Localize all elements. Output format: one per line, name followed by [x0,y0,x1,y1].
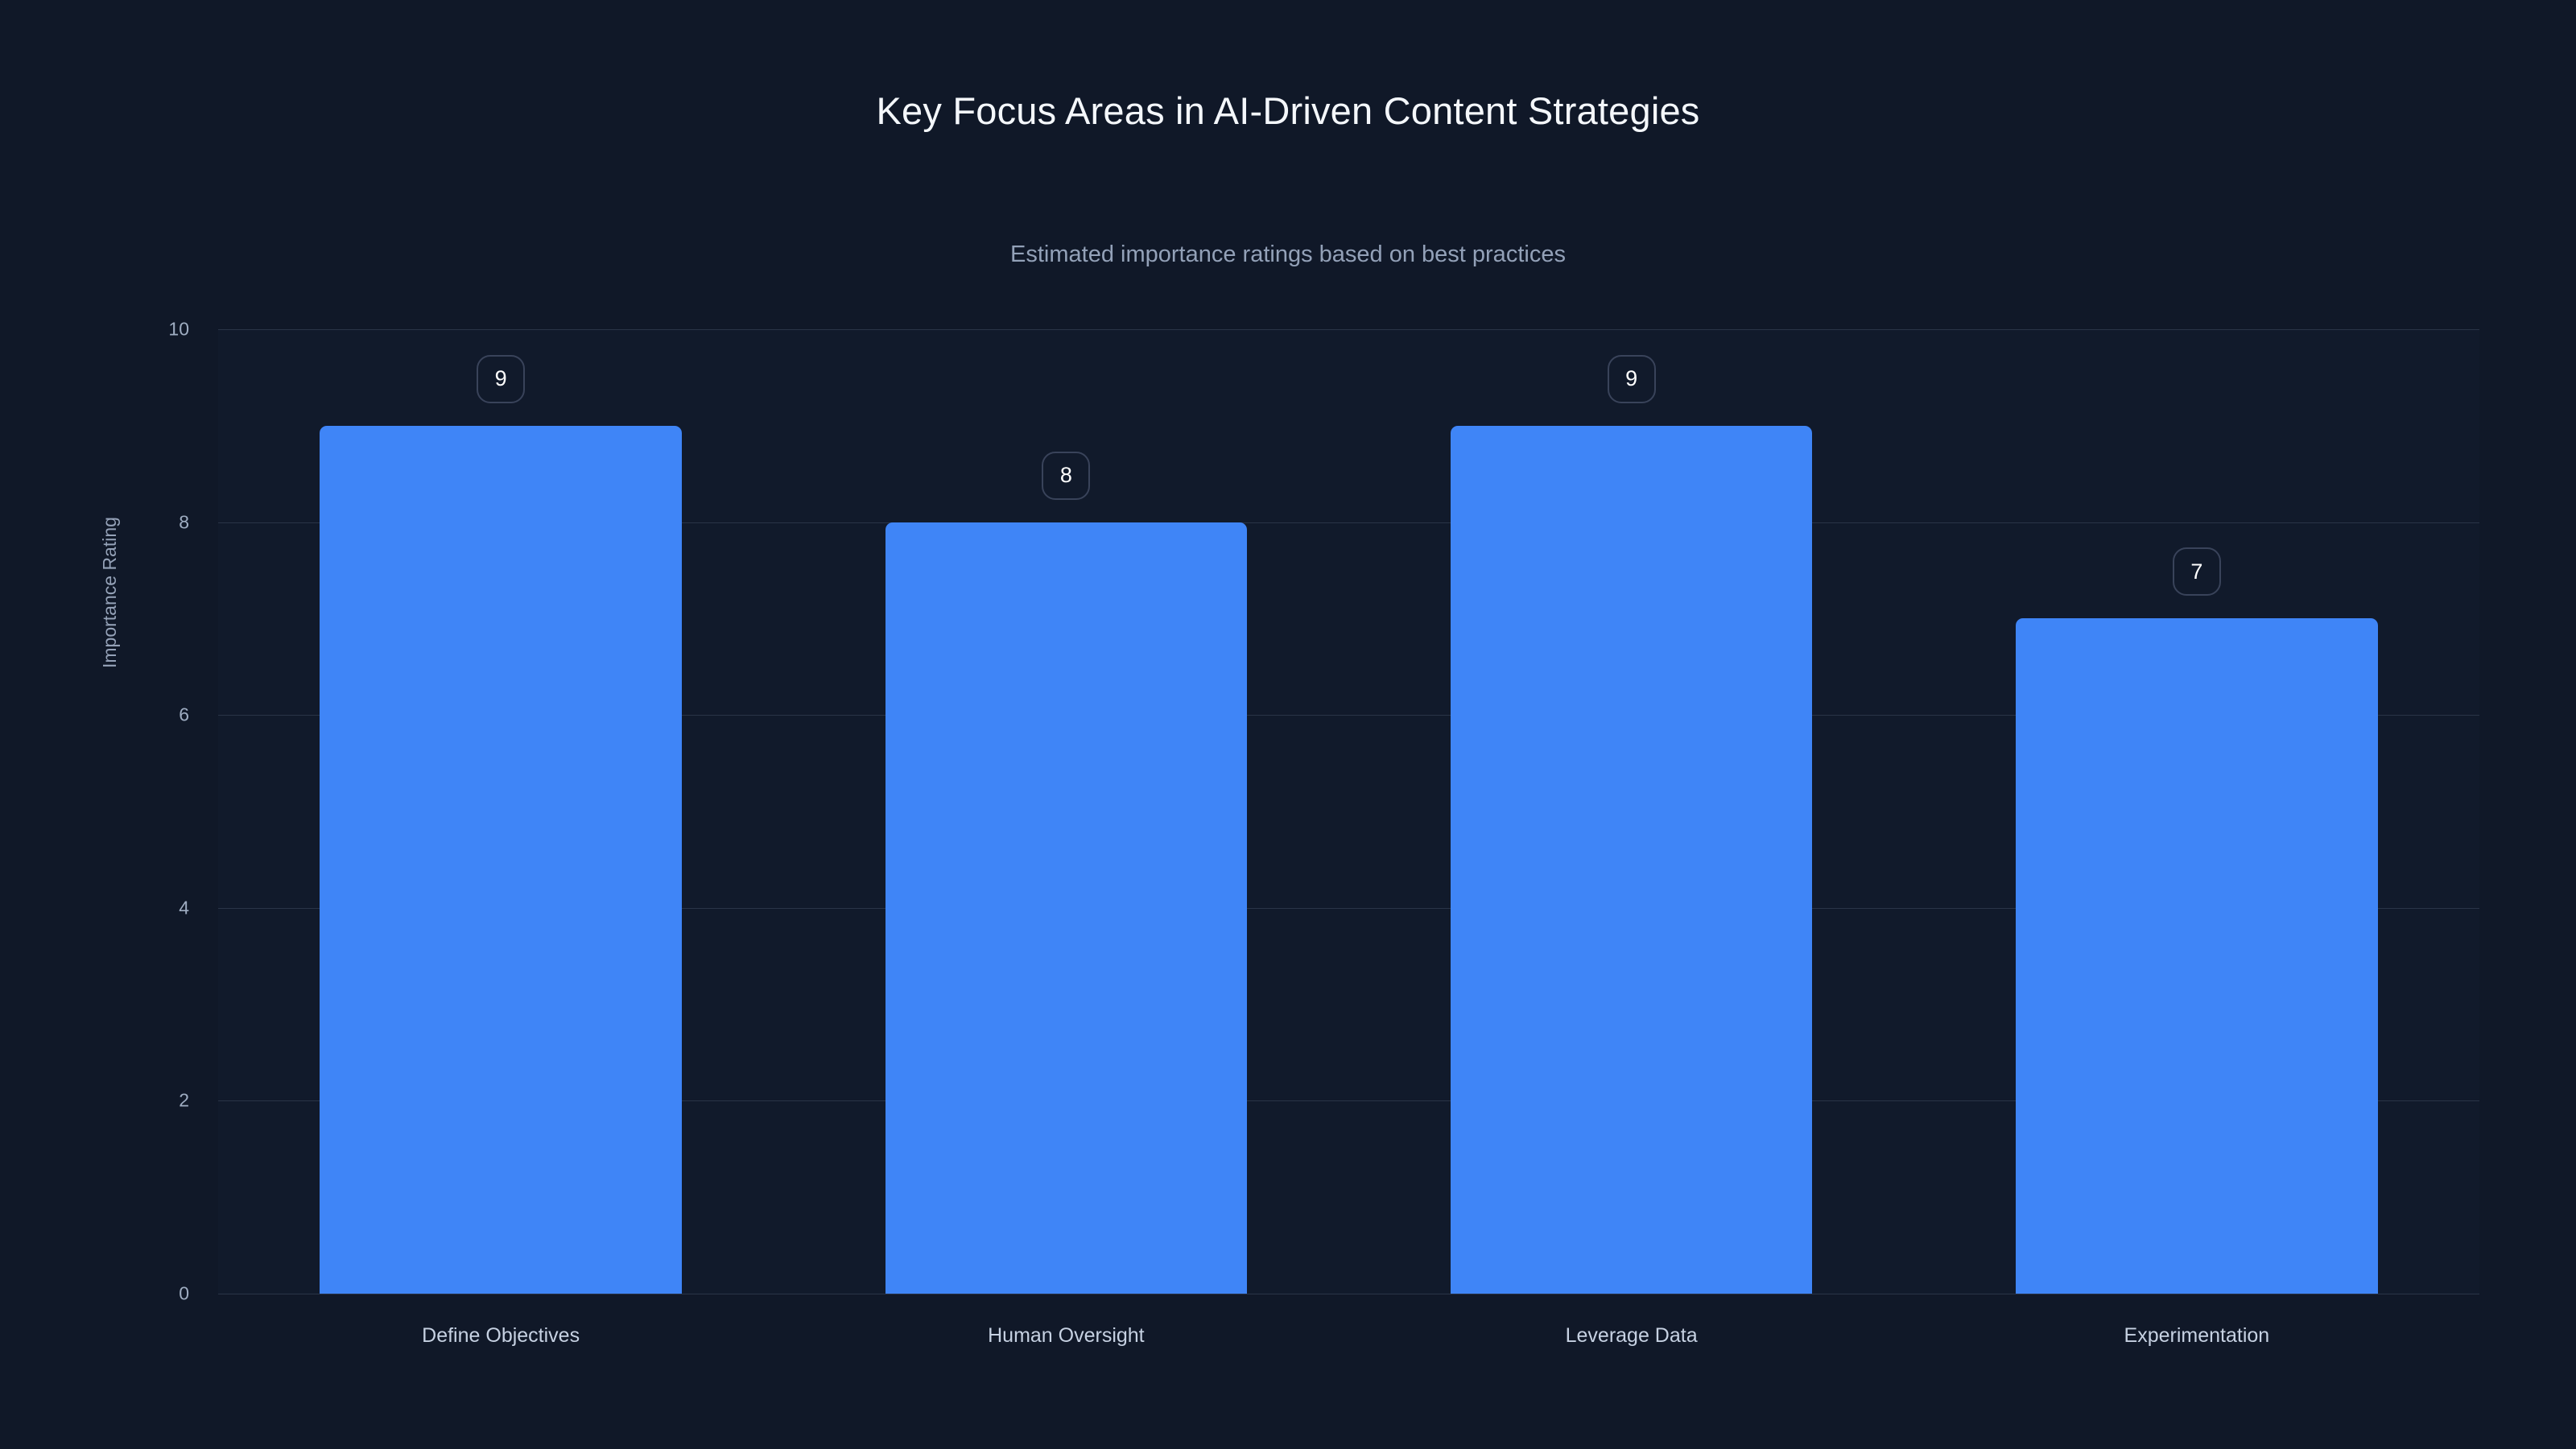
y-tick-0: 0 [179,1282,189,1304]
y-tick-4: 4 [179,897,189,919]
y-tick-8: 8 [179,511,189,533]
bar-define-objectives[interactable] [320,425,682,1294]
chart-title: Key Focus Areas in AI-Driven Content Str… [876,89,1700,132]
bar-leverage-data[interactable] [1450,425,1813,1294]
x-label-leverage-data: Leverage Data [1565,1324,1698,1347]
x-label-human-oversight: Human Oversight [988,1324,1145,1347]
y-tick-2: 2 [179,1089,189,1111]
y-tick-6: 6 [179,704,189,725]
y-tick-10: 10 [168,318,189,340]
x-label-experimentation: Experimentation [2124,1324,2270,1347]
value-badge-define-objectives: 9 [477,354,526,403]
gridline-8 [218,522,2479,523]
y-axis-title: Importance Rating [99,517,120,668]
gridline-6 [218,715,2479,716]
gridline-4 [218,907,2479,909]
bar-human-oversight[interactable] [885,522,1248,1294]
bar-experimentation[interactable] [2016,618,2378,1294]
chart-subtitle: Estimated importance ratings based on be… [1010,242,1566,267]
x-label-define-objectives: Define Objectives [422,1324,580,1347]
value-badge-experimentation: 7 [2172,547,2221,597]
value-badge-human-oversight: 8 [1042,451,1091,500]
gridline-10 [218,329,2479,330]
plot-area [218,329,2479,1294]
value-badge-leverage-data: 9 [1607,354,1656,403]
gridline-2 [218,1100,2479,1102]
